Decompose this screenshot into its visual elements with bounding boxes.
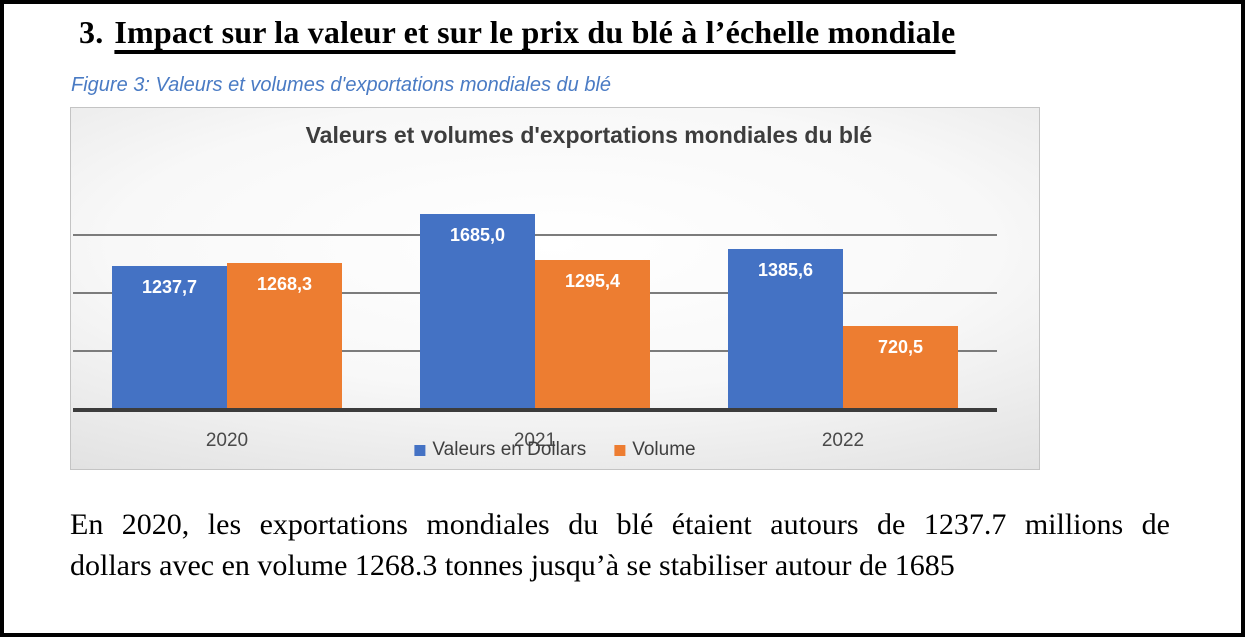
bar-2021-series-2: 1295,4 [535, 259, 650, 410]
section-heading: 3. Impact sur la valeur et sur le prix du… [79, 14, 955, 51]
body-paragraph: En 2020, les exportations mondiales du b… [70, 504, 1170, 586]
body-line-1: En 2020, les exportations mondiales du b… [70, 508, 1170, 541]
heading-number: 3. [79, 14, 104, 50]
legend-swatch-icon [614, 444, 626, 456]
x-axis-label-2020: 2020 [205, 430, 249, 451]
heading-title: Impact sur la valeur et sur le prix du b… [114, 14, 956, 50]
plot-area: 1237,7 1268,3 1685,0 1295,4 1385,6 720,5 [73, 201, 997, 412]
bar-2021-series-1: 1685,0 [420, 214, 535, 410]
bar-data-label: 1295,4 [564, 270, 621, 291]
wheat-exports-chart[interactable]: Valeurs et volumes d'exportations mondia… [70, 107, 1040, 470]
bar-2020-series-2: 1268,3 [227, 262, 342, 410]
bar-data-label: 1685,0 [449, 225, 506, 246]
legend-label: Valeurs en Dollars [432, 439, 587, 460]
legend-item: Valeurs en Dollars [414, 439, 586, 461]
bar-data-label: 720,5 [877, 337, 924, 358]
legend-label: Volume [632, 439, 696, 460]
gridline-1500 [73, 233, 997, 236]
legend-item: Volume [614, 439, 696, 461]
x-axis-labels: 2020 2021 2022 [73, 430, 997, 456]
x-axis-label-2022: 2022 [821, 430, 865, 451]
bar-data-label: 1268,3 [256, 273, 313, 294]
legend-swatch-icon [414, 444, 426, 456]
bar-2020-series-1: 1237,7 [112, 266, 227, 410]
x-axis-label-2021: 2021 [513, 430, 557, 451]
bar-data-label: 1237,7 [141, 277, 198, 298]
chart-legend: Valeurs en Dollars Volume [414, 439, 696, 461]
chart-title: Valeurs et volumes d'exportations mondia… [305, 122, 873, 148]
bar-group-2021: 1685,0 1295,4 [381, 201, 689, 410]
bar-data-label: 1385,6 [757, 260, 814, 281]
bar-2022-series-2: 720,5 [843, 326, 958, 410]
x-axis-line [73, 408, 997, 412]
figure-caption: Figure 3: Valeurs et volumes d'exportati… [71, 74, 612, 96]
body-line-2: dollars avec en volume 1268.3 tonnes jus… [70, 549, 955, 582]
bar-group-2022: 1385,6 720,5 [689, 201, 997, 410]
bar-group-2020: 1237,7 1268,3 [73, 201, 381, 410]
bar-2022-series-1: 1385,6 [728, 249, 843, 410]
